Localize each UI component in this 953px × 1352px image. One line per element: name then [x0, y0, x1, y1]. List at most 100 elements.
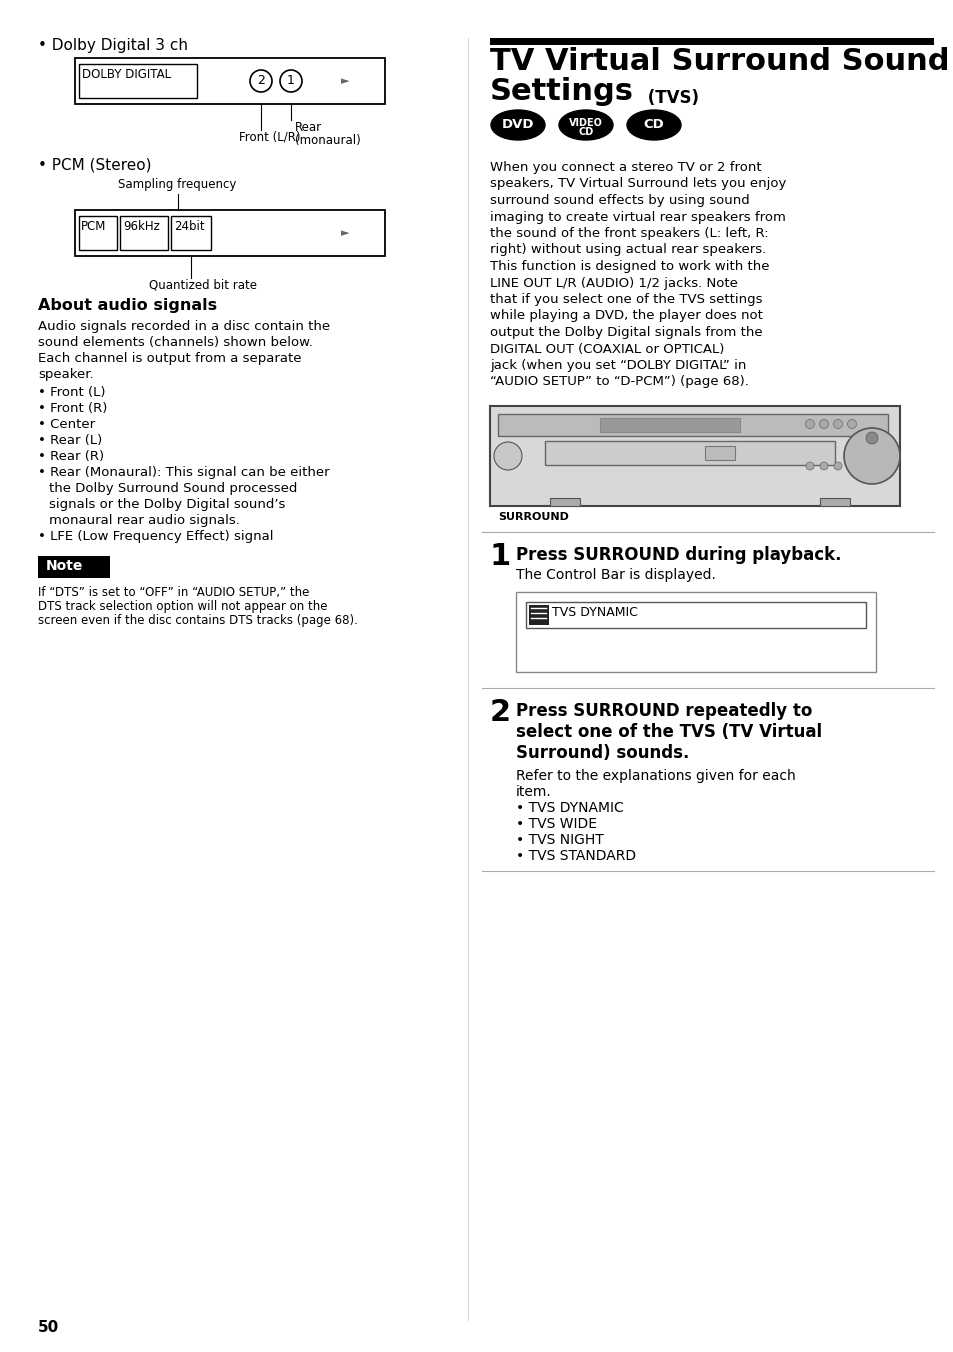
Text: • TVS NIGHT: • TVS NIGHT	[516, 833, 603, 846]
Text: Sampling frequency: Sampling frequency	[118, 178, 236, 191]
Text: • Rear (Monaural): This signal can be either: • Rear (Monaural): This signal can be ei…	[38, 466, 330, 479]
Text: Refer to the explanations given for each: Refer to the explanations given for each	[516, 769, 795, 783]
Text: 96kHz: 96kHz	[123, 220, 160, 233]
Bar	[529, 604, 548, 625]
Text: SURROUND: SURROUND	[497, 512, 568, 522]
Text: TVS DYNAMIC: TVS DYNAMIC	[552, 606, 638, 619]
Text: • Rear (R): • Rear (R)	[38, 450, 104, 462]
Bar	[544, 441, 834, 465]
Text: • LFE (Low Frequency Effect) signal: • LFE (Low Frequency Effect) signal	[38, 530, 274, 544]
Text: If “DTS” is set to “OFF” in “AUDIO SETUP,” the: If “DTS” is set to “OFF” in “AUDIO SETUP…	[38, 585, 309, 599]
Bar	[75, 210, 385, 256]
Circle shape	[833, 462, 841, 470]
Text: the sound of the front speakers (L: left, R:: the sound of the front speakers (L: left…	[490, 227, 768, 241]
Text: 1: 1	[287, 74, 294, 88]
Text: CD: CD	[578, 127, 593, 137]
Bar	[497, 414, 887, 435]
Ellipse shape	[558, 110, 613, 141]
Text: select one of the TVS (TV Virtual: select one of the TVS (TV Virtual	[516, 723, 821, 741]
Bar	[490, 406, 899, 506]
Circle shape	[843, 429, 899, 484]
Bar	[820, 498, 849, 506]
Circle shape	[820, 462, 827, 470]
Ellipse shape	[626, 110, 680, 141]
Circle shape	[805, 462, 813, 470]
Ellipse shape	[491, 110, 544, 141]
Text: CD: CD	[643, 119, 663, 131]
Text: • PCM (Stereo): • PCM (Stereo)	[38, 158, 152, 173]
Bar	[79, 64, 196, 97]
Text: that if you select one of the TVS settings: that if you select one of the TVS settin…	[490, 293, 761, 306]
Circle shape	[833, 419, 841, 429]
Text: VIDEO: VIDEO	[569, 118, 602, 128]
Text: • TVS DYNAMIC: • TVS DYNAMIC	[516, 800, 623, 815]
Text: 50: 50	[38, 1320, 59, 1334]
Text: right) without using actual rear speakers.: right) without using actual rear speaker…	[490, 243, 765, 257]
Bar	[550, 498, 579, 506]
Text: Each channel is output from a separate: Each channel is output from a separate	[38, 352, 301, 365]
Text: DIGITAL OUT (COAXIAL or OPTICAL): DIGITAL OUT (COAXIAL or OPTICAL)	[490, 342, 723, 356]
Text: This function is designed to work with the: This function is designed to work with t…	[490, 260, 769, 273]
Text: • Center: • Center	[38, 418, 95, 431]
Text: 2: 2	[490, 698, 511, 727]
Text: while playing a DVD, the player does not: while playing a DVD, the player does not	[490, 310, 762, 323]
Text: When you connect a stereo TV or 2 front: When you connect a stereo TV or 2 front	[490, 161, 760, 174]
Circle shape	[819, 419, 827, 429]
Text: About audio signals: About audio signals	[38, 297, 217, 314]
Text: The Control Bar is displayed.: The Control Bar is displayed.	[516, 568, 715, 581]
Text: Quantized bit rate: Quantized bit rate	[149, 279, 256, 292]
Text: (monaural): (monaural)	[294, 134, 360, 147]
Text: signals or the Dolby Digital sound’s: signals or the Dolby Digital sound’s	[49, 498, 285, 511]
Circle shape	[804, 419, 814, 429]
Bar	[516, 592, 875, 672]
Text: • TVS STANDARD: • TVS STANDARD	[516, 849, 636, 863]
Text: PCM: PCM	[81, 220, 107, 233]
Text: • TVS WIDE: • TVS WIDE	[516, 817, 597, 831]
Text: item.: item.	[516, 786, 551, 799]
Text: LINE OUT L/R (AUDIO) 1/2 jacks. Note: LINE OUT L/R (AUDIO) 1/2 jacks. Note	[490, 277, 737, 289]
Text: surround sound effects by using sound: surround sound effects by using sound	[490, 193, 749, 207]
Text: DTS track selection option will not appear on the: DTS track selection option will not appe…	[38, 600, 327, 612]
Text: the Dolby Surround Sound processed: the Dolby Surround Sound processed	[49, 483, 297, 495]
Text: monaural rear audio signals.: monaural rear audio signals.	[49, 514, 239, 527]
Text: Surround) sounds.: Surround) sounds.	[516, 744, 689, 763]
Text: 2: 2	[256, 74, 265, 88]
Bar	[120, 216, 168, 250]
Text: output the Dolby Digital signals from the: output the Dolby Digital signals from th…	[490, 326, 761, 339]
Text: Rear: Rear	[294, 120, 322, 134]
Bar	[79, 216, 117, 250]
Text: Settings: Settings	[490, 77, 634, 105]
Text: jack (when you set “DOLBY DIGITAL” in: jack (when you set “DOLBY DIGITAL” in	[490, 360, 745, 372]
Text: screen even if the disc contains DTS tracks (page 68).: screen even if the disc contains DTS tra…	[38, 614, 357, 627]
Text: ►: ►	[340, 76, 349, 87]
Text: • Front (L): • Front (L)	[38, 387, 106, 399]
Text: Press SURROUND repeatedly to: Press SURROUND repeatedly to	[516, 702, 812, 721]
Text: • Rear (L): • Rear (L)	[38, 434, 102, 448]
Bar	[171, 216, 211, 250]
Text: • Dolby Digital 3 ch: • Dolby Digital 3 ch	[38, 38, 188, 53]
Text: 24bit: 24bit	[173, 220, 204, 233]
Bar	[75, 58, 385, 104]
Text: speaker.: speaker.	[38, 368, 93, 381]
Bar	[490, 38, 933, 45]
Text: DVD: DVD	[501, 119, 534, 131]
Bar	[599, 418, 740, 433]
Text: • Front (R): • Front (R)	[38, 402, 108, 415]
Text: “AUDIO SETUP” to “D-PCM”) (page 68).: “AUDIO SETUP” to “D-PCM”) (page 68).	[490, 376, 748, 388]
Text: TV Virtual Surround Sound: TV Virtual Surround Sound	[490, 47, 948, 76]
Text: Audio signals recorded in a disc contain the: Audio signals recorded in a disc contain…	[38, 320, 330, 333]
Circle shape	[865, 433, 877, 443]
Bar	[38, 556, 110, 579]
Text: ►: ►	[340, 228, 349, 238]
Text: imaging to create virtual rear speakers from: imaging to create virtual rear speakers …	[490, 211, 785, 223]
Text: speakers, TV Virtual Surround lets you enjoy: speakers, TV Virtual Surround lets you e…	[490, 177, 785, 191]
Text: DOLBY DIGITAL: DOLBY DIGITAL	[82, 68, 171, 81]
Circle shape	[846, 419, 856, 429]
Bar	[525, 602, 865, 627]
Text: Front (L/R): Front (L/R)	[239, 131, 300, 145]
Circle shape	[494, 442, 521, 470]
Text: (TVS): (TVS)	[641, 89, 699, 107]
Text: 1: 1	[490, 542, 511, 571]
Text: Note: Note	[46, 558, 83, 573]
Bar	[704, 446, 734, 460]
